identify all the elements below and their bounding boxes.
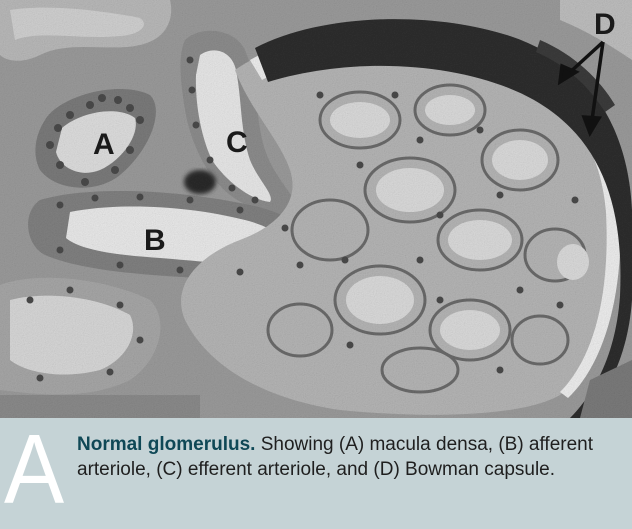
label-b-afferent-arteriole: B [144, 224, 166, 257]
caption-title: Normal glomerulus. [77, 434, 256, 455]
figure-caption: Normal glomerulus. Showing (A) macula de… [77, 432, 625, 482]
caption-body: Showing (A) macula densa, (B) afferent a… [77, 434, 594, 480]
micrograph-image: A B C D [0, 0, 632, 418]
label-c-efferent-arteriole: C [226, 126, 248, 159]
d-arrows [557, 40, 605, 138]
label-a-macula-densa: A [93, 128, 115, 161]
micrograph-drawing [0, 0, 632, 418]
label-d-bowman-capsule: D [594, 8, 616, 41]
panel-letter: A [4, 414, 65, 524]
caption-panel: A Normal glomerulus. Showing (A) macula … [0, 418, 632, 529]
